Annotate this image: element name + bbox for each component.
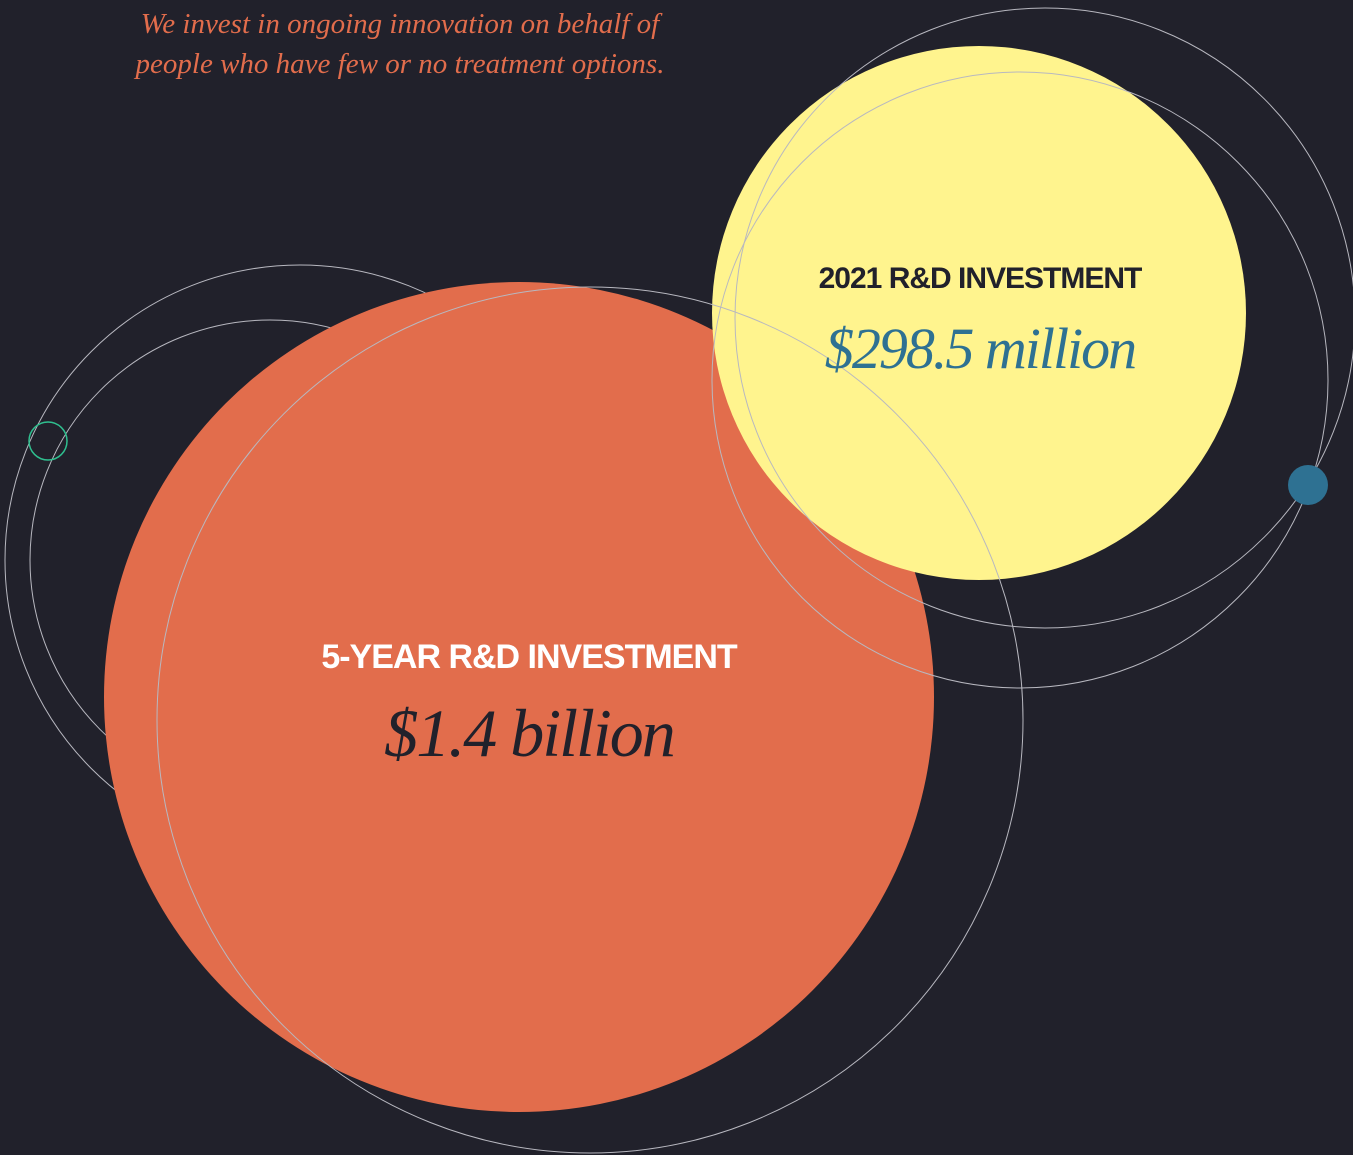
annual-circle — [712, 46, 1246, 580]
orbit — [156, 286, 1024, 1154]
five-year-circle — [104, 282, 934, 1112]
orbit — [711, 71, 1329, 689]
orbit-dot — [1288, 465, 1328, 505]
orbit-dot — [28, 421, 68, 461]
tagline-line: We invest in ongoing innovation on behal… — [141, 8, 663, 40]
orbit — [734, 7, 1353, 629]
five-year-amount: $1.4 billion — [384, 695, 674, 771]
five-year-label: 5-YEAR R&D INVESTMENT — [321, 638, 738, 676]
tagline-line: people who have few or no treatment opti… — [134, 48, 665, 80]
annual-label: 2021 R&D INVESTMENT — [819, 262, 1142, 295]
annual-amount: $298.5 million — [825, 316, 1135, 381]
